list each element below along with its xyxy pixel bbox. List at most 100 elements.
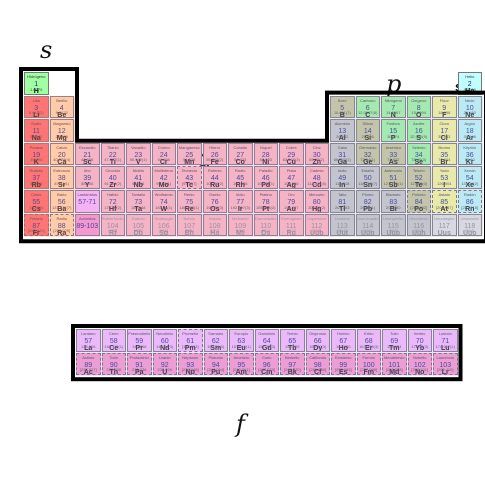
element-cell[interactable]: Ununoctio 118 Uuo [294] <box>457 213 482 237</box>
element-cell[interactable]: Ununseptio 117 Uus <box>432 213 457 237</box>
element-cell[interactable]: Aluminio 13 Al 26.982 <box>330 119 355 142</box>
element-cell[interactable]: Dubnio 105 Db [262] <box>126 213 151 237</box>
element-cell[interactable]: Cadmio 48 Cd 112.411(8) <box>304 166 329 189</box>
element-cell[interactable]: Fósforo 15 P 30.974 <box>381 119 406 142</box>
element-cell[interactable]: Paladio 46 Pd 106.42(1) <box>253 166 278 189</box>
element-cell[interactable]: Níquel 28 Ni 58.693 <box>253 142 278 166</box>
element-cell[interactable]: Plomo 82 Pb 207.2(1) <box>355 190 380 213</box>
element-cell[interactable]: Lantano 57 La 138.906 <box>76 329 101 352</box>
element-cell[interactable]: Praseodimio 59 Pr 140.908 <box>127 329 152 352</box>
element-cell[interactable]: Iterbio 70 Yb 173.04(3) <box>407 329 432 352</box>
element-cell[interactable]: Selenio 34 Se 78.96(3) <box>406 142 431 166</box>
element-cell[interactable]: Cromo 24 Cr 51.996 <box>151 142 176 166</box>
element-cell[interactable]: Vanadio 23 V 50.942(1) <box>126 142 151 166</box>
element-cell[interactable]: Plata 47 Ag 107.868 <box>279 166 304 189</box>
element-cell[interactable]: Titanio 22 Ti 47.867(1) <box>100 142 125 166</box>
element-cell[interactable]: Cobalto 27 Co 58.933 <box>228 142 253 166</box>
element-cell[interactable]: Yodo 53 I 126.904 <box>432 166 457 189</box>
element-cell[interactable]: Iridio 77 Ir 192.217(3) <box>228 190 253 213</box>
element-cell[interactable]: Cesio 55 Cs 132.905 <box>24 190 49 213</box>
element-cell[interactable]: Neptunio 93 Np [237.048] <box>178 352 203 376</box>
element-cell[interactable]: Indio 49 In 114.818 <box>330 166 355 189</box>
element-cell[interactable]: Francio 87 Fr [223.020] <box>24 213 49 237</box>
element-cell[interactable]: Actínidos 89-103 <box>75 213 100 237</box>
element-cell[interactable]: Ununcuadio 114 Uuq [289] <box>355 213 380 237</box>
element-cell[interactable]: Bromo 35 Br 79.904 <box>432 142 457 166</box>
element-cell[interactable]: Hidrógeno 1 H 1.0079 <box>24 72 49 95</box>
element-cell[interactable]: Radón 86 Rn [222.018] <box>457 190 482 213</box>
element-cell[interactable]: Uranio 92 U 238.029 <box>152 352 177 376</box>
element-cell[interactable]: Polonio 84 Po [208.982] <box>406 190 431 213</box>
element-cell[interactable]: Boro 5 B 10.811(7) <box>330 95 355 119</box>
element-cell[interactable]: Meitnerio 109 Mt [268] <box>228 213 253 237</box>
element-cell[interactable]: Circonio 40 Zr 91.224(2) <box>100 166 125 189</box>
element-cell[interactable]: Tantalio 73 Ta 180.948 <box>126 190 151 213</box>
element-cell[interactable]: Ununpentio 115 Uup [288] <box>381 213 406 237</box>
element-cell[interactable]: Tecnecio 43 Tc [97.907] <box>177 166 202 189</box>
element-cell[interactable]: Erbio 68 Er 167.259(3) <box>356 329 381 352</box>
element-cell[interactable]: Niobio 41 Nb 92.906 <box>126 166 151 189</box>
element-cell[interactable]: Estroncio 38 Sr 87.62(1) <box>49 166 74 189</box>
element-cell[interactable]: Neodimio 60 Nd 144.24(3) <box>152 329 177 352</box>
element-cell[interactable]: Nitrógeno 7 N 14.0067 <box>381 95 406 119</box>
element-cell[interactable]: Renio 75 Re 186.207(1) <box>177 190 202 213</box>
element-cell[interactable]: Galio 31 Ga 69.723(1) <box>330 142 355 166</box>
element-cell[interactable]: Telurio 52 Te 127.60(3) <box>406 166 431 189</box>
element-cell[interactable]: Laurencio 103 Lr [262.110] <box>433 352 458 376</box>
element-cell[interactable]: Cerio 58 Ce 140.116(1) <box>101 329 126 352</box>
element-cell[interactable]: Estaño 50 Sn 118.710(7) <box>355 166 380 189</box>
element-cell[interactable]: Terbio 65 Tb 158.925 <box>280 329 305 352</box>
element-cell[interactable]: Tulio 69 Tm 168.934 <box>382 329 407 352</box>
element-cell[interactable]: Californio 98 Cf [251.080] <box>305 352 330 376</box>
element-cell[interactable]: Roentgenio 111 Rg [272] <box>279 213 304 237</box>
element-cell[interactable]: Hierro 26 Fe 55.845(2) <box>202 142 227 166</box>
element-cell[interactable]: Disprosio 66 Dy 162.50(3) <box>305 329 330 352</box>
element-cell[interactable]: Hafnio 72 Hf 178.49(2) <box>100 190 125 213</box>
element-cell[interactable]: Plutonio 94 Pu [244.064] <box>203 352 228 376</box>
element-cell[interactable]: Lutecio 71 Lu 174.967(1) <box>433 329 458 352</box>
element-cell[interactable]: Wolframio 74 W 183.84(1) <box>151 190 176 213</box>
element-cell[interactable]: Cinc 30 Zn 65.39(2) <box>304 142 329 166</box>
element-cell[interactable]: Rodio 45 Rh 102.906 <box>228 166 253 189</box>
element-cell[interactable]: Torio 90 Th 232.038 <box>101 352 126 376</box>
element-cell[interactable]: Astato 85 At [209.987] <box>432 190 457 213</box>
element-cell[interactable]: Oro 79 Au 196.967 <box>279 190 304 213</box>
element-cell[interactable]: Bohrio 107 Bh [264] <box>177 213 202 237</box>
element-cell[interactable]: Bismuto 83 Bi 208.980 <box>381 190 406 213</box>
element-cell[interactable]: Oxígeno 8 O 15.9994 <box>406 95 431 119</box>
element-cell[interactable]: Cobre 29 Cu 63.546(3) <box>279 142 304 166</box>
element-cell[interactable]: Talio 81 Tl 204.383 <box>330 190 355 213</box>
element-cell[interactable]: Escandio 21 Sc 44.956 <box>75 142 100 166</box>
element-cell[interactable]: Azufre 16 S 32.065(5) <box>406 119 431 142</box>
element-cell[interactable]: Rubidio 37 Rb 85.468 <box>24 166 49 189</box>
element-cell[interactable]: Gadolinio 64 Gd 157.25(3) <box>254 329 279 352</box>
element-cell[interactable]: Holmio 67 Ho 164.930 <box>331 329 356 352</box>
element-cell[interactable]: Antimonio 51 Sb 121.760(1) <box>381 166 406 189</box>
element-cell[interactable]: Berilio 4 Be 9.0122 <box>49 95 74 119</box>
element-cell[interactable]: Curio 96 Cm [247.070] <box>254 352 279 376</box>
element-cell[interactable]: Bario 56 Ba 137.327(7) <box>49 190 74 213</box>
element-cell[interactable]: Hassio 108 Hs [277] <box>202 213 227 237</box>
element-cell[interactable]: Sodio 11 Na 22.990 <box>24 119 49 142</box>
element-cell[interactable]: Copernicio 112 Uub [285] <box>304 213 329 237</box>
element-cell[interactable]: Carbono 6 C 12.0107(8) <box>355 95 380 119</box>
element-cell[interactable]: Rutherfordio 104 Rf [261] <box>100 213 125 237</box>
element-cell[interactable]: Cloro 17 Cl 35.453 <box>432 119 457 142</box>
element-cell[interactable]: Ununhexio 116 Uuh [292] <box>406 213 431 237</box>
element-cell[interactable]: Silicio 14 Si 28.086 <box>355 119 380 142</box>
element-cell[interactable]: Actinio 89 Ac [227.027] <box>76 352 101 376</box>
element-cell[interactable]: Magnesio 12 Mg 24.305 <box>49 119 74 142</box>
element-cell[interactable]: Argón 18 Ar 39.948 <box>457 119 482 142</box>
element-cell[interactable]: Kriptón 36 Kr 83.80 <box>457 142 482 166</box>
element-cell[interactable]: Arsénico 33 As 74.922 <box>381 142 406 166</box>
element-cell[interactable]: Einstenio 99 Es [252.083] <box>331 352 356 376</box>
element-cell[interactable]: Germanio 32 Ge 72.64(1) <box>355 142 380 166</box>
element-cell[interactable]: Ununtrio 113 Uut [284] <box>330 213 355 237</box>
element-cell[interactable]: Nobelio 102 No [259.101] <box>407 352 432 376</box>
element-cell[interactable]: Mendelevio 101 Md [258.098] <box>382 352 407 376</box>
element-cell[interactable]: Berkelio 97 Bk [247.070] <box>280 352 305 376</box>
element-cell[interactable]: Neón 10 Ne 20.180 <box>457 95 482 119</box>
element-cell[interactable]: Rutenio 44 Ru 101.07(2) <box>202 166 227 189</box>
element-cell[interactable]: Litio 3 Li 6.941(2) <box>24 95 49 119</box>
element-cell[interactable]: Protactinio 91 Pa 231.036 <box>127 352 152 376</box>
